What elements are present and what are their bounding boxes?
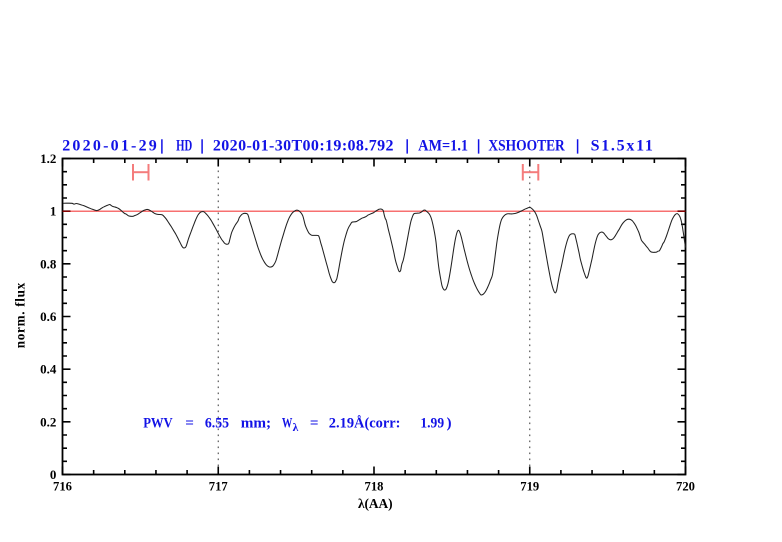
svg-text:720: 720 bbox=[676, 480, 695, 494]
svg-text:=: = bbox=[310, 415, 319, 432]
svg-text:2020-01-30T00:19:08.792: 2020-01-30T00:19:08.792 bbox=[213, 138, 394, 155]
svg-text:=: = bbox=[185, 415, 194, 432]
svg-text:S1.5x11: S1.5x11 bbox=[591, 138, 653, 155]
svg-text:0.4: 0.4 bbox=[40, 362, 57, 377]
svg-text:PWV: PWV bbox=[143, 415, 173, 432]
svg-text:): ) bbox=[447, 415, 452, 432]
svg-text:717: 717 bbox=[209, 480, 228, 494]
svg-text:6.55: 6.55 bbox=[205, 415, 230, 432]
svg-text:1.99: 1.99 bbox=[420, 415, 444, 432]
svg-text:0.6: 0.6 bbox=[40, 309, 57, 324]
svg-text:λ(AA): λ(AA) bbox=[358, 496, 393, 511]
svg-text:XSHOOTER: XSHOOTER bbox=[488, 138, 565, 155]
svg-text:0: 0 bbox=[50, 467, 57, 482]
svg-text:mm;: mm; bbox=[241, 415, 271, 432]
svg-text:0.8: 0.8 bbox=[40, 256, 57, 271]
svg-text:norm. flux: norm. flux bbox=[13, 282, 28, 348]
svg-text:HD: HD bbox=[176, 138, 192, 155]
svg-text:λ: λ bbox=[293, 422, 299, 434]
svg-text:0.2: 0.2 bbox=[40, 414, 56, 429]
svg-text:W: W bbox=[282, 415, 293, 432]
svg-text:719: 719 bbox=[520, 480, 539, 494]
svg-text:716: 716 bbox=[53, 480, 72, 494]
svg-text:2.19Å(corr:: 2.19Å(corr: bbox=[329, 415, 401, 432]
svg-text:718: 718 bbox=[365, 480, 384, 494]
svg-text:AM=1.1: AM=1.1 bbox=[418, 138, 468, 155]
svg-text:1: 1 bbox=[50, 204, 57, 219]
svg-text:1.2: 1.2 bbox=[40, 151, 56, 166]
